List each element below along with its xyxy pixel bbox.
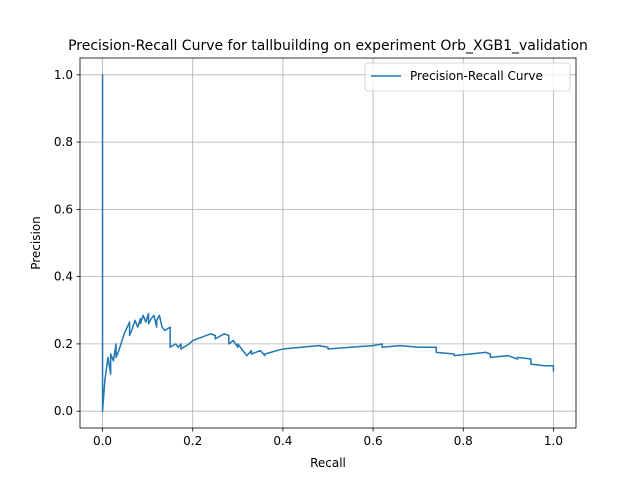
x-tick-label: 0.6 [364, 434, 383, 448]
y-axis: 0.0 0.2 0.4 0.6 0.8 1.0 [54, 68, 80, 418]
legend-box [364, 62, 571, 92]
x-tick-label: 0.0 [93, 434, 112, 448]
series-line-precision-recall [101, 74, 555, 412]
y-tick-label: 0.4 [54, 270, 73, 284]
chart-title: Precision-Recall Curve for tallbuilding … [68, 38, 588, 54]
y-tick-label: 1.0 [54, 68, 73, 82]
legend: Precision-Recall Curve [364, 62, 571, 92]
x-axis: 0.0 0.2 0.4 0.6 0.8 1.0 [93, 428, 563, 448]
y-tick-label: 0.6 [54, 202, 73, 216]
legend-label: Precision-Recall Curve [410, 69, 543, 83]
x-tick-label: 1.0 [544, 434, 563, 448]
series-layer [101, 74, 555, 412]
plot-frame [79, 57, 577, 429]
y-tick-label: 0.8 [54, 135, 73, 149]
x-tick-label: 0.4 [273, 434, 292, 448]
grid [80, 58, 576, 428]
x-axis-label: Recall [310, 456, 346, 470]
y-tick-label: 0.0 [54, 404, 73, 418]
x-tick-label: 0.2 [183, 434, 202, 448]
y-axis-label: Precision [29, 216, 43, 270]
y-tick-label: 0.2 [54, 337, 73, 351]
x-tick-label: 0.8 [454, 434, 473, 448]
